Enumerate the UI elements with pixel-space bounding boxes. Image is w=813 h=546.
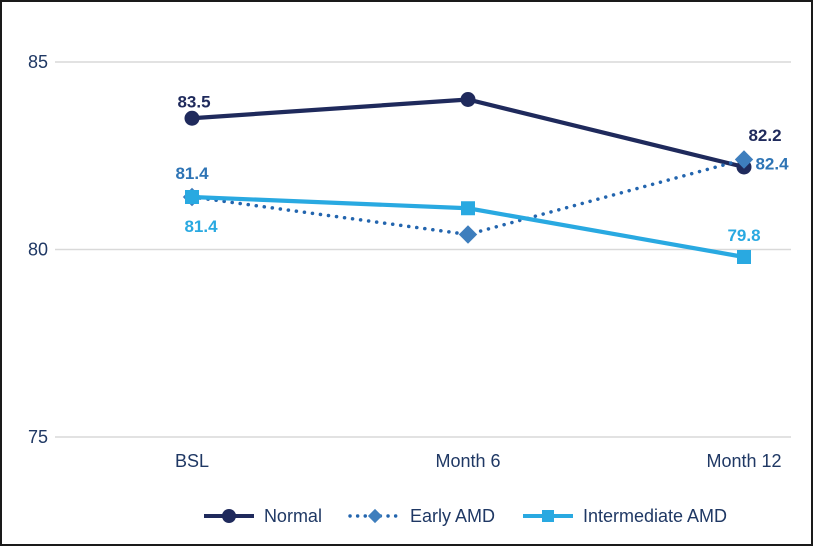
- marker-square-intermediate-amd-0: [185, 190, 199, 204]
- series-line-normal: [191, 97, 745, 170]
- data-label-intermediate-amd-79.8: 79.8: [727, 226, 760, 245]
- marker-diamond-early-amd-2: [734, 150, 754, 169]
- data-label-normal-82.2: 82.2: [748, 126, 781, 145]
- normal-swatch-circle-icon: [221, 509, 236, 523]
- marker-diamond-early-amd-1: [458, 225, 478, 244]
- early-amd-swatch-diamond-icon: [367, 508, 383, 524]
- marker-square-intermediate-amd-2: [737, 250, 751, 264]
- legend-item-early-amd: Early AMD: [348, 506, 495, 526]
- marker-square-intermediate-amd-1: [461, 201, 475, 216]
- data-label-early-amd-81.4: 81.4: [175, 164, 209, 183]
- marker-circle-normal-1: [460, 92, 476, 107]
- legend-label-normal: Normal: [263, 506, 322, 526]
- legend-label-intermediate-amd: Intermediate AMD: [582, 506, 728, 526]
- legend: Normal Early AMD Intermediate AMD: [60, 506, 811, 526]
- legend-item-normal: Normal: [202, 506, 322, 526]
- legend-label-early-amd: Early AMD: [409, 506, 495, 526]
- data-label-intermediate-amd-81.4: 81.4: [184, 217, 218, 236]
- x-tick-label-month-6: Month 6: [435, 451, 500, 471]
- intermediate-amd-swatch-square-icon: [541, 510, 554, 522]
- intermediate-amd-line-swatch: [522, 510, 573, 522]
- y-tick-label-75: 75: [28, 427, 48, 447]
- x-tick-label-bsl: BSL: [175, 451, 209, 471]
- y-tick-label-80: 80: [28, 240, 48, 260]
- legend-item-intermediate-amd: Intermediate AMD: [521, 506, 727, 526]
- data-label-normal-83.5: 83.5: [177, 92, 210, 111]
- marker-circle-normal-0: [184, 110, 200, 126]
- data-label-early-amd-82.4: 82.4: [755, 155, 789, 174]
- early-amd-line-swatch: [348, 508, 402, 524]
- series-line-early-amd: [190, 157, 746, 237]
- y-tick-label-85: 85: [28, 52, 48, 72]
- x-tick-label-month-12: Month 12: [706, 451, 781, 471]
- normal-line-swatch: [203, 509, 254, 523]
